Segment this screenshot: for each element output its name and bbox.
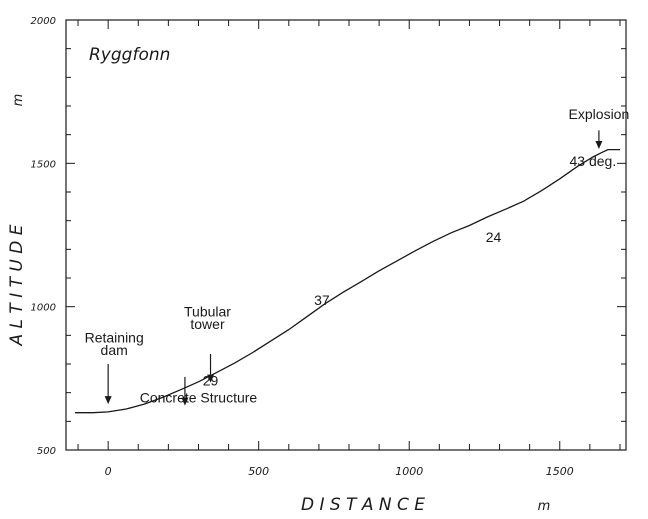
annotation-label: Retaining <box>85 330 144 346</box>
tick-marks <box>66 19 626 451</box>
y-tick-label: 2000 <box>31 16 56 27</box>
y-axis-label: A L T I T U D E <box>7 224 27 346</box>
arrow-head <box>207 374 215 383</box>
arrow-head <box>104 396 112 405</box>
annotation-label: 24 <box>486 229 502 245</box>
annotation-label: 37 <box>314 292 330 308</box>
x-tick-label: 500 <box>248 465 269 478</box>
tick-labels: 0 500 1000 1500 500 1000 1500 2000 <box>31 16 574 478</box>
x-tick-label: 1000 <box>395 465 423 478</box>
x-tick-label: 0 <box>105 465 112 478</box>
y-axis-unit: m <box>11 94 26 107</box>
y-tick-label: 1500 <box>31 159 56 170</box>
chart-title: Ryggfonn <box>89 45 170 65</box>
annotation-label: Concrete Structure <box>140 390 258 406</box>
terrain-profile-line <box>75 148 620 414</box>
annotation-label: 29 <box>203 373 219 389</box>
arrows <box>104 130 603 406</box>
x-axis-unit: m <box>538 499 551 514</box>
x-axis-label: D I S T A N C E <box>301 495 425 515</box>
annotation-label: tower <box>190 316 225 332</box>
arrow-head <box>595 141 603 149</box>
y-tick-label: 500 <box>37 446 56 457</box>
arrow-head <box>181 397 189 406</box>
annotation-label: dam <box>101 342 128 358</box>
annotation-label: Tubular <box>184 304 231 320</box>
annotation-label: Explosion <box>569 106 630 122</box>
annotation-label: 43 deg. <box>570 153 617 169</box>
x-tick-label: 1500 <box>546 465 574 478</box>
plot-frame <box>65 19 627 451</box>
y-tick-label: 1000 <box>31 303 56 314</box>
